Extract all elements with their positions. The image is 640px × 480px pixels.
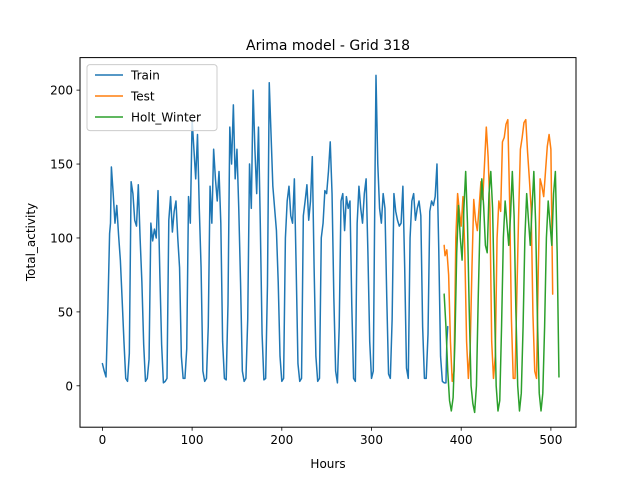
legend-label-train: Train bbox=[130, 69, 160, 83]
x-tick-label: 400 bbox=[450, 433, 473, 447]
legend-box bbox=[86, 64, 218, 132]
series-layer bbox=[101, 74, 560, 414]
y-tick-label: 200 bbox=[50, 84, 73, 98]
y-tick-label: 150 bbox=[50, 158, 73, 172]
y-axis-label: Total_activity bbox=[24, 203, 38, 282]
y-axis: 0 50 100 150 200 bbox=[50, 84, 80, 393]
x-axis: 0 100 200 300 400 500 bbox=[99, 427, 562, 447]
series-line-holt-winter bbox=[443, 170, 560, 414]
x-tick-label: 200 bbox=[270, 433, 293, 447]
chart-title: Arima model - Grid 318 bbox=[246, 38, 410, 54]
y-tick-label: 0 bbox=[65, 379, 73, 393]
y-tick-label: 100 bbox=[50, 231, 73, 245]
x-tick-label: 100 bbox=[181, 433, 204, 447]
legend-entries: Train Test Holt_Winter bbox=[95, 69, 201, 125]
x-tick-label: 500 bbox=[539, 433, 562, 447]
plot-area bbox=[79, 57, 577, 428]
series-line-test bbox=[443, 118, 554, 383]
y-tick-label: 50 bbox=[58, 305, 73, 319]
x-tick-label: 300 bbox=[360, 433, 383, 447]
plot-frame bbox=[79, 57, 577, 428]
legend-label-holt-winter: Holt_Winter bbox=[131, 111, 201, 125]
legend: Train Test Holt_Winter bbox=[86, 64, 218, 132]
legend-label-test: Test bbox=[130, 90, 155, 104]
x-tick-label: 0 bbox=[99, 433, 107, 447]
x-axis-label: Hours bbox=[310, 457, 345, 471]
series-line-train bbox=[101, 74, 449, 384]
